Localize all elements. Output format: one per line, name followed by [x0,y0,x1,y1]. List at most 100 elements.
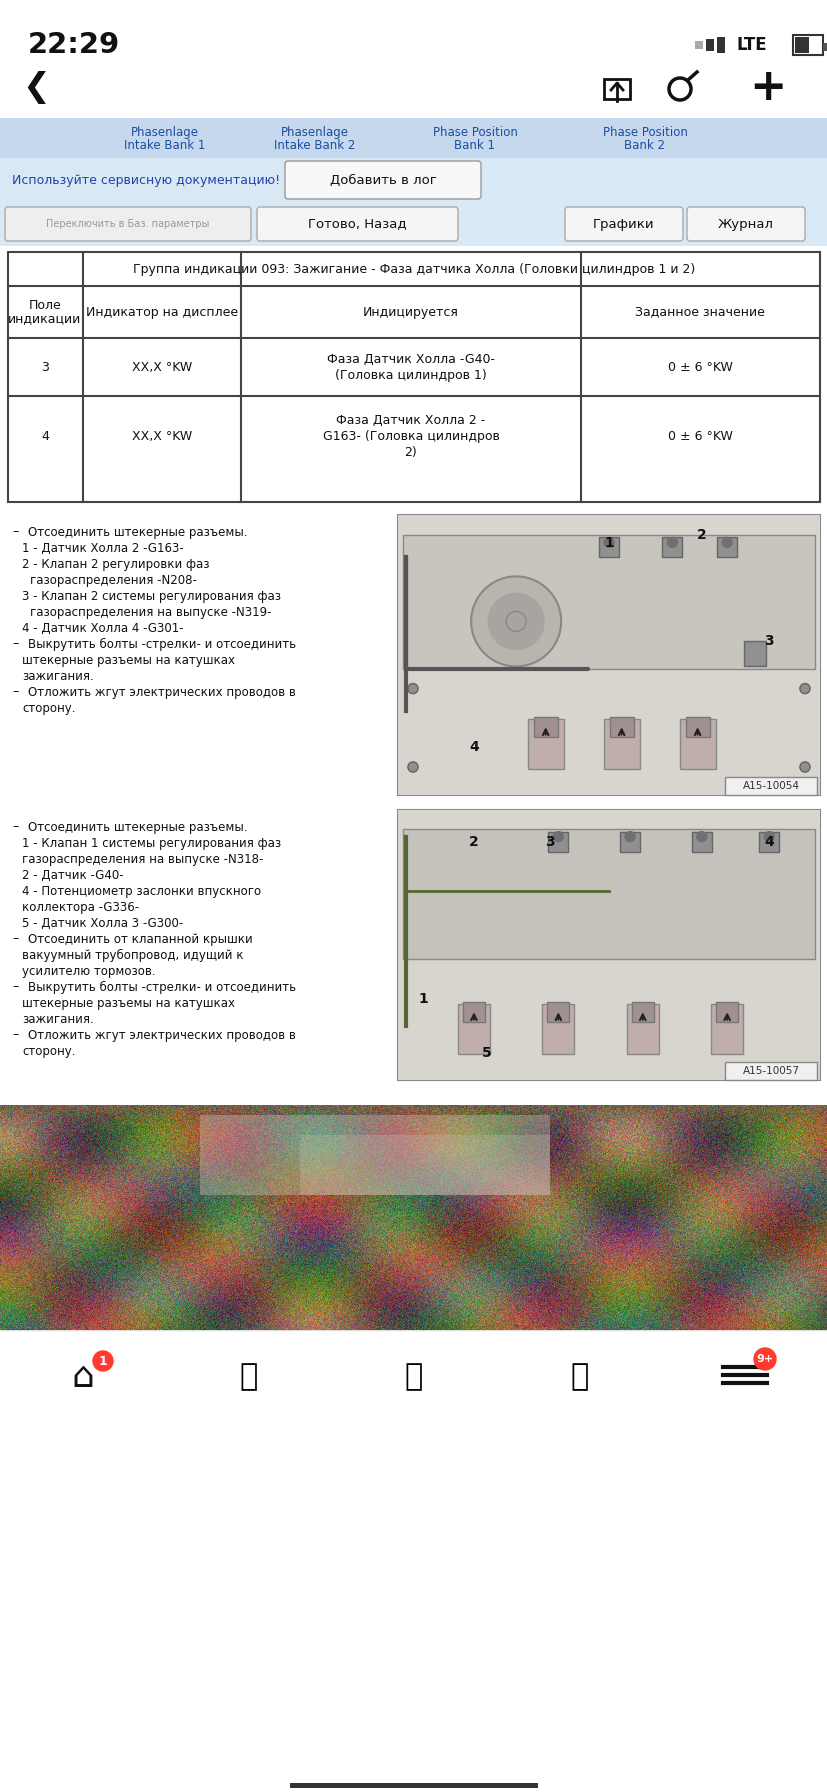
Bar [715,1002,737,1023]
Bar [631,1002,653,1023]
Text: штекерные разъемы на катушках: штекерные разъемы на катушках [22,996,235,1009]
Text: 4: 4 [41,430,49,443]
Text: Готово, Назад: Готово, Назад [308,217,406,231]
Bar [716,538,736,557]
Circle shape [93,1351,112,1371]
Bar [758,831,778,851]
Bar [691,831,711,851]
Text: –: – [12,821,18,833]
Bar [398,514,819,796]
Text: газораспределения на выпуске -N318-: газораспределения на выпуске -N318- [22,853,263,866]
Bar [398,810,819,1081]
Bar [603,79,629,99]
Circle shape [667,538,676,547]
Text: Выкрутить болты -стрелки- и отсоединить: Выкрутить болты -стрелки- и отсоединить [28,980,296,993]
Bar [716,38,724,54]
Text: Phasenlage: Phasenlage [131,125,198,138]
Text: сторону.: сторону. [22,1045,75,1057]
Text: 🚗: 🚗 [240,1362,258,1392]
Text: –: – [12,980,18,993]
Bar [457,1004,490,1054]
Text: коллектора -G336-: коллектора -G336- [22,901,139,914]
Bar [0,118,827,158]
Bar [598,538,619,557]
Bar [679,719,715,769]
Bar [710,1004,743,1054]
Text: 2): 2) [404,446,417,459]
FancyBboxPatch shape [5,208,251,240]
Bar [662,538,681,557]
Bar [822,43,826,50]
Text: (Головка цилиндров 1): (Головка цилиндров 1) [335,369,486,382]
Text: A15-10057: A15-10057 [742,1066,799,1075]
Text: 2: 2 [469,835,478,849]
Bar [694,41,702,48]
Text: газораспределения -N208-: газораспределения -N208- [30,573,197,586]
Text: A15-10054: A15-10054 [742,781,799,790]
Bar [8,253,819,502]
Text: 1 - Клапан 1 системы регулирования фаз: 1 - Клапан 1 системы регулирования фаз [22,837,281,849]
Text: 3: 3 [544,835,554,849]
Circle shape [799,762,809,772]
Text: зажигания.: зажигания. [22,670,93,683]
Text: Phasenlage: Phasenlage [280,125,348,138]
Bar [724,778,816,796]
Bar [542,1004,574,1054]
Bar [603,719,639,769]
Text: 2: 2 [696,527,706,541]
Text: 3: 3 [41,360,49,373]
Text: 1 - Датчик Холла 2 -G163-: 1 - Датчик Холла 2 -G163- [22,541,184,554]
Text: LTE: LTE [736,36,767,54]
Text: Журнал: Журнал [717,217,773,231]
Text: Выкрутить болты -стрелки- и отсоединить: Выкрутить болты -стрелки- и отсоединить [28,638,296,650]
Text: Отсоединить штекерные разъемы.: Отсоединить штекерные разъемы. [28,525,247,539]
Text: –: – [12,932,18,946]
Bar [619,831,639,851]
Text: вакуумный трубопровод, идущий к: вакуумный трубопровод, идущий к [22,948,243,962]
Text: 5 - Датчик Холла 3 -G300-: 5 - Датчик Холла 3 -G300- [22,916,183,930]
Text: 💬: 💬 [404,1362,423,1392]
Text: ⌂: ⌂ [71,1360,94,1394]
Text: 2 - Датчик -G40-: 2 - Датчик -G40- [22,869,123,882]
Bar [0,1106,827,1330]
Text: газораспределения на выпуске -N319-: газораспределения на выпуске -N319- [30,606,271,618]
FancyBboxPatch shape [686,208,804,240]
Bar [398,810,819,1081]
Bar [743,642,765,667]
FancyBboxPatch shape [284,161,480,199]
Circle shape [603,538,614,547]
Bar [0,158,827,246]
Circle shape [488,593,543,649]
Text: 1: 1 [98,1355,108,1367]
Circle shape [799,683,809,694]
Text: 3 - Клапан 2 системы регулирования фаз: 3 - Клапан 2 системы регулирования фаз [22,590,280,602]
Text: Группа индикации 093: Зажигание - Фаза датчика Холла (Головки цилиндров 1 и 2): Группа индикации 093: Зажигание - Фаза д… [132,262,695,276]
Bar [462,1002,485,1023]
Text: Intake Bank 2: Intake Bank 2 [274,138,356,152]
Text: 0 ± 6 °KW: 0 ± 6 °KW [667,360,732,373]
Text: XX,X °KW: XX,X °KW [131,430,192,443]
Text: Bank 1: Bank 1 [454,138,495,152]
Text: Индикатор на дисплее: Индикатор на дисплее [86,305,238,319]
Text: сторону.: сторону. [22,701,75,715]
Circle shape [696,831,706,842]
Text: XX,X °KW: XX,X °KW [131,360,192,373]
Text: Phase Position: Phase Position [602,125,686,138]
Text: Переключить в Баз. параметры: Переключить в Баз. параметры [46,219,209,229]
FancyBboxPatch shape [256,208,457,240]
Text: Добавить в лог: Добавить в лог [329,174,436,186]
Text: 4: 4 [763,835,773,849]
Text: 4 - Потенциометр заслонки впускного: 4 - Потенциометр заслонки впускного [22,885,261,898]
Bar [547,831,567,851]
Text: 1: 1 [604,536,613,550]
Text: Bank 2: Bank 2 [624,138,665,152]
Bar [792,36,822,56]
Text: 22:29: 22:29 [28,30,120,59]
Text: 3: 3 [763,634,773,649]
Bar [299,1134,549,1195]
Text: Графики: Графики [592,217,654,231]
Bar [533,717,557,737]
Bar [0,59,827,115]
Text: +: + [748,66,786,109]
Text: Отложить жгут электрических проводов в: Отложить жгут электрических проводов в [28,686,295,699]
